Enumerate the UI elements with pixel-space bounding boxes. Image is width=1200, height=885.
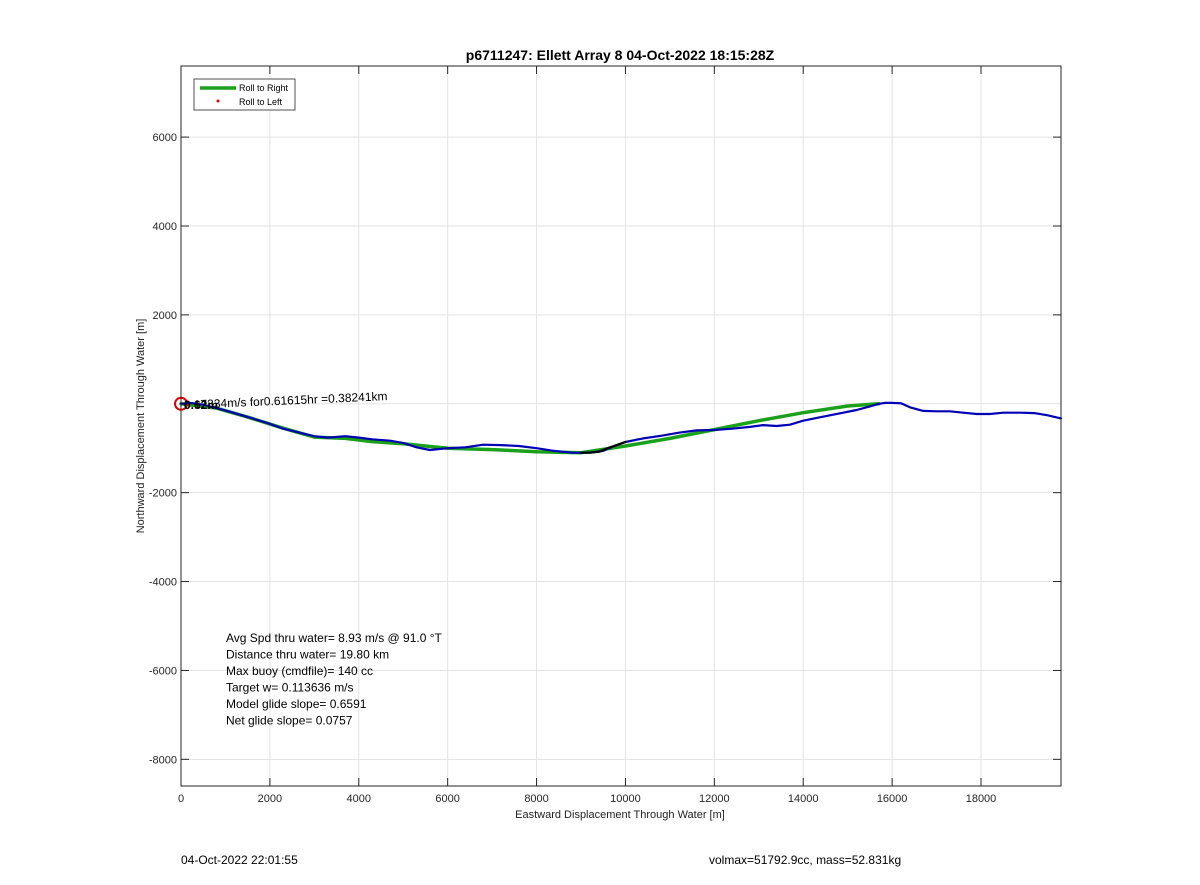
series-line-2 — [179, 401, 1063, 454]
chart-title: p6711247: Ellett Array 8 04-Oct-2022 18:… — [466, 47, 775, 63]
stats-line: Max buoy (cmdfile)= 140 cc — [226, 664, 373, 678]
plot-frame — [180, 65, 1062, 787]
stats-line: Target w= 0.113636 m/s — [226, 681, 354, 695]
stats-block: Avg Spd thru water= 8.93 m/s @ 91.0 °T Di… — [226, 631, 443, 728]
y-tick-label: -4000 — [149, 577, 177, 589]
x-tick-label: 12000 — [699, 793, 730, 805]
x-tick-label: 14000 — [788, 793, 819, 805]
footer-mass-info: volmax=51792.9cc, mass=52.831kg — [709, 853, 902, 867]
y-tick-label: 6000 — [153, 132, 177, 144]
legend-label: Roll to Right — [239, 83, 289, 93]
stats-line: Model glide slope= 0.6591 — [226, 697, 367, 711]
y-tick-label: 2000 — [153, 310, 177, 322]
legend-box — [193, 78, 296, 111]
series-line-3 — [579, 440, 627, 454]
x-tick-label: 16000 — [877, 793, 908, 805]
y-tick-label: 4000 — [153, 221, 177, 233]
legend-swatch-marker — [216, 99, 220, 103]
x-axis-label: Eastward Displacement Through Water [m] — [515, 809, 725, 821]
stats-line: Net glide slope= 0.0757 — [226, 714, 353, 728]
x-tick-label: 0 — [178, 793, 184, 805]
x-tick-label: 10000 — [610, 793, 641, 805]
axes: 0 2000 4000 6000 8000 10000 12000 14000 16000 180… — [149, 65, 1062, 805]
grid-lines — [180, 66, 1061, 786]
x-tick-label: 8000 — [524, 793, 548, 805]
legend: Roll to Right Roll to Left — [193, 78, 296, 111]
footer-timestamp: 04-Oct-2022 22:01:55 — [181, 853, 298, 867]
x-tick-label: 4000 — [347, 793, 371, 805]
legend-label: Roll to Left — [239, 97, 283, 107]
annotations: 0.17334m/s for0.61615hr =0.38241km 0.62m… — [184, 389, 443, 727]
x-tick-label: 2000 — [258, 793, 282, 805]
x-tick-label: 6000 — [435, 793, 459, 805]
y-axis-label: Northward Displacement Through Water [m] — [135, 319, 147, 534]
y-tick-label: -8000 — [149, 754, 177, 766]
start-distance-label: 0.62m — [184, 398, 218, 412]
stats-line: Distance thru water= 19.80 km — [226, 648, 389, 662]
y-tick-label: -2000 — [149, 488, 177, 500]
x-tick-label: 18000 — [966, 793, 997, 805]
y-tick-label: -6000 — [149, 665, 177, 677]
stats-line: Avg Spd thru water= 8.93 m/s @ 91.0 °T — [226, 631, 443, 645]
